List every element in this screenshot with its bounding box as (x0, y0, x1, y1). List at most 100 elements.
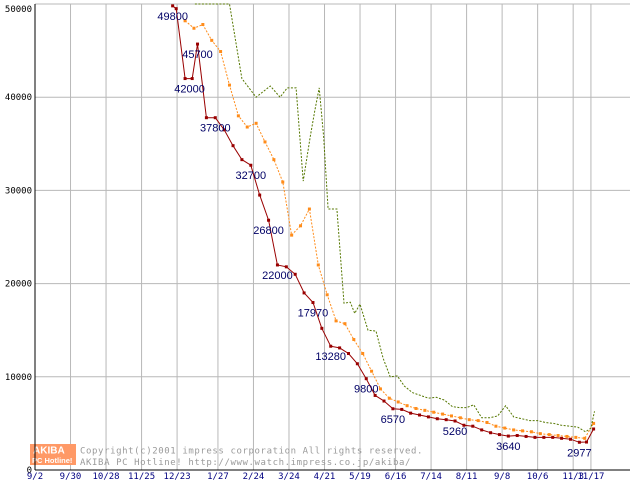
data-label: 2977 (567, 447, 591, 459)
data-point-min (471, 424, 475, 428)
data-label: 26800 (253, 225, 284, 237)
data-point-min (462, 423, 466, 427)
logo-top-text: AKIBA (33, 446, 65, 457)
x-tick-label: 8/11 (456, 472, 478, 480)
data-point-min (346, 352, 350, 355)
data-point-min (435, 417, 439, 421)
data-point-avg (512, 428, 516, 432)
series-group (171, 3, 596, 444)
data-point-min (267, 218, 271, 222)
data-label: 5260 (443, 426, 467, 438)
site-line: AKIBA PC Hotline! http://www.watch.impre… (80, 458, 411, 468)
data-point-min (320, 326, 324, 330)
data-point-avg (467, 418, 471, 422)
logo-bottom-text: PC Hotline! (32, 456, 72, 465)
data-point-min (196, 42, 200, 46)
data-point-avg (450, 414, 453, 418)
x-tick-label: 7/14 (420, 472, 442, 480)
data-label: 6570 (381, 414, 405, 426)
data-point-avg (254, 121, 258, 125)
data-label: 32700 (236, 170, 267, 182)
data-point-min (183, 77, 187, 81)
x-tick-label: 9/8 (494, 472, 510, 480)
data-label: 22000 (262, 270, 293, 282)
x-tick-label: 11/17 (577, 472, 604, 480)
data-point-avg (236, 114, 240, 118)
data-point-min (338, 346, 342, 350)
data-point-avg (334, 319, 338, 323)
grid (35, 3, 630, 471)
data-point-min (231, 144, 235, 148)
data-point-avg (476, 419, 480, 423)
data-point-avg (361, 352, 365, 355)
y-tick-label: 40000 (5, 93, 32, 103)
data-point-min (355, 362, 359, 366)
data-label: 3640 (496, 441, 520, 453)
data-point-min (453, 419, 457, 423)
data-label: 45700 (182, 49, 213, 61)
x-tick-label: 5/19 (349, 472, 371, 480)
data-point-avg (405, 404, 409, 408)
x-tick-label: 2/24 (243, 472, 265, 480)
logo-bottom-bg (30, 455, 76, 465)
data-point-min (373, 393, 377, 397)
axes (34, 4, 630, 471)
data-point-min (515, 434, 519, 438)
data-point-avg (307, 207, 311, 211)
data-point-min (592, 427, 596, 431)
data-point-avg (245, 125, 249, 129)
data-point-min (302, 291, 306, 295)
x-tick-label: 11/3 (562, 472, 584, 480)
x-tick-label: 1/27 (207, 472, 229, 480)
data-point-avg (227, 83, 231, 87)
data-label: 9800 (354, 384, 378, 396)
data-point-avg (387, 396, 391, 400)
data-point-avg (263, 140, 267, 144)
data-point-min (584, 440, 588, 444)
data-point-avg (503, 426, 507, 430)
data-label: 17970 (298, 308, 329, 320)
data-label: 42000 (174, 84, 205, 96)
data-point-min (506, 434, 510, 438)
data-point-min (190, 77, 194, 81)
data-point-avg (529, 430, 533, 434)
data-point-avg (370, 369, 374, 373)
data-point-avg (201, 23, 205, 27)
data-point-avg (192, 26, 196, 30)
data-point-avg (183, 19, 187, 23)
data-label: 13280 (315, 351, 346, 363)
data-point-avg (396, 400, 400, 404)
data-point-min (275, 263, 279, 267)
x-tick-label: 9/2 (27, 472, 43, 480)
data-point-avg (556, 434, 560, 438)
data-point-avg (352, 338, 356, 342)
x-tick-label: 6/16 (385, 472, 407, 480)
data-point-avg (414, 406, 418, 410)
x-tick-label: 10/6 (527, 472, 549, 480)
data-labels: 49800 45700 42000 37800 32700 26800 22000 17970… (157, 11, 591, 459)
x-tick-label: 9/30 (60, 472, 82, 480)
data-point-avg (219, 50, 223, 54)
data-point-min (480, 428, 484, 432)
data-point-avg (378, 387, 382, 391)
data-point-min (560, 436, 564, 440)
data-point-avg (272, 158, 276, 162)
x-tick-label: 11/25 (128, 472, 155, 480)
data-point-min (171, 4, 175, 8)
data-point-avg (485, 420, 489, 424)
x-tick-label: 10/28 (92, 472, 119, 480)
data-point-min (524, 434, 528, 438)
data-point-min (426, 415, 430, 419)
data-point-min (293, 272, 297, 276)
data-point-avg (441, 412, 445, 416)
data-point-avg (583, 436, 587, 440)
data-point-min (577, 440, 581, 444)
x-tick-label: 3/24 (278, 472, 300, 480)
y-tick-label: 0 (27, 466, 32, 476)
data-point-min (444, 418, 448, 422)
x-tick-label: 4/21 (314, 472, 336, 480)
y-axis: 0 10000 20000 30000 40000 50000 (5, 5, 32, 476)
data-point-avg (316, 263, 320, 267)
